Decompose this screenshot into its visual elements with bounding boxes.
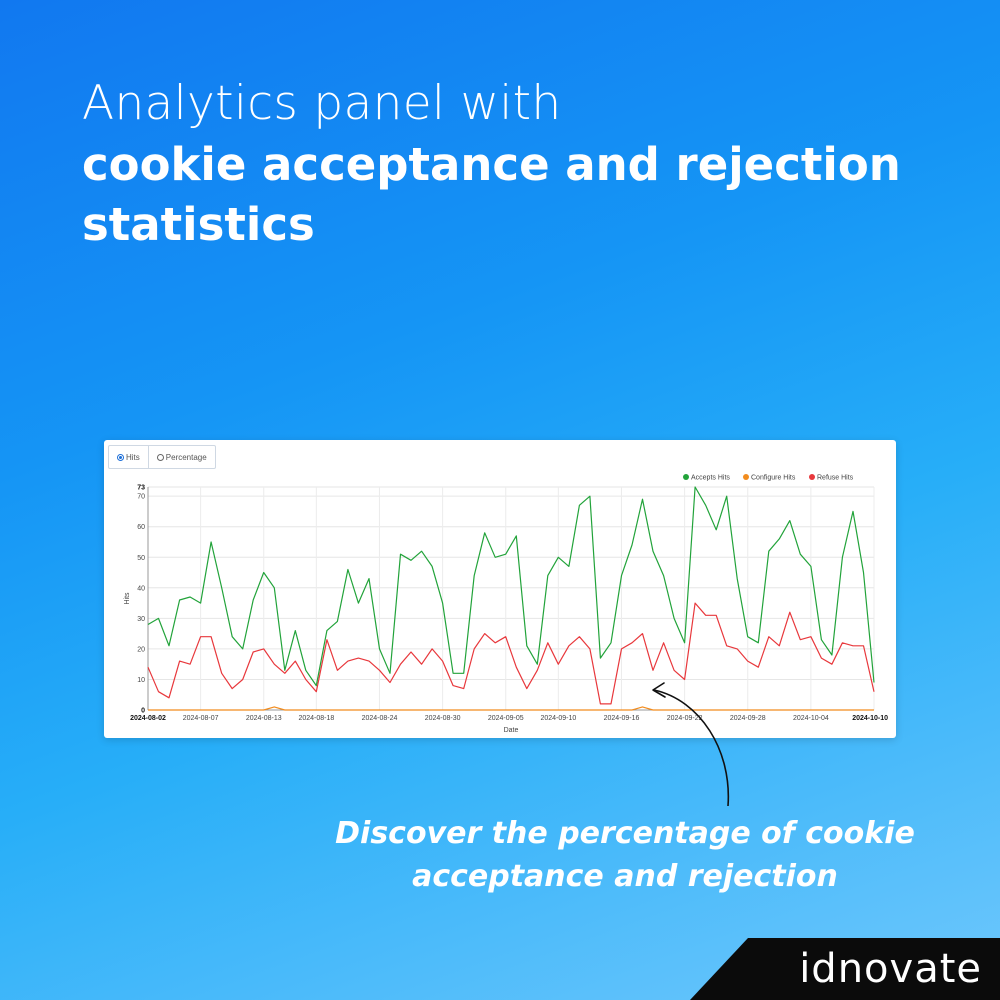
series-line-accepts-hits bbox=[147, 486, 875, 687]
y-tick-label: 0 bbox=[141, 708, 145, 715]
logo-background bbox=[690, 938, 1000, 1000]
legend-label: Configure Hits bbox=[751, 475, 796, 482]
chart-mode-toggle: Hits Percentage bbox=[108, 445, 216, 469]
legend-marker bbox=[743, 474, 749, 480]
logo-text: idnovate bbox=[799, 946, 982, 992]
x-tick-label: 2024-09-05 bbox=[488, 715, 524, 722]
radio-percentage[interactable] bbox=[156, 453, 164, 461]
mode-label-hits: Hits bbox=[126, 452, 140, 462]
series-line-configure-hits bbox=[148, 706, 874, 711]
x-tick-label: 2024-09-10 bbox=[540, 715, 576, 722]
x-tick-label: 2024-09-22 bbox=[667, 715, 703, 722]
x-axis-title: Date bbox=[504, 727, 519, 734]
series-line-refuse-hits bbox=[147, 602, 875, 705]
legend-label: Accepts Hits bbox=[691, 475, 730, 482]
arrow-icon bbox=[652, 682, 730, 807]
y-tick-label: 50 bbox=[137, 555, 145, 562]
x-tick-label: 2024-08-02 bbox=[130, 715, 166, 722]
headline: Analytics panel with cookie acceptance a… bbox=[82, 74, 962, 255]
x-tick-label: 2024-08-13 bbox=[246, 715, 282, 722]
y-tick-label: 73 bbox=[137, 485, 145, 492]
y-tick-label: 30 bbox=[137, 616, 145, 623]
x-tick-label: 2024-09-16 bbox=[604, 715, 640, 722]
headline-line-1: Analytics panel with bbox=[82, 76, 562, 131]
analytics-panel: Hits Percentage 0 10 20 30 40 50 60 70 73 2024-08… bbox=[104, 440, 896, 738]
y-tick-label: 70 bbox=[137, 494, 145, 501]
headline-line-2: cookie acceptance and rejection statisti… bbox=[82, 138, 901, 251]
x-tick-label: 2024-08-18 bbox=[298, 715, 334, 722]
y-axis-title: Hits bbox=[124, 592, 131, 605]
x-tick-label: 2024-10-10 bbox=[852, 715, 888, 722]
legend-marker bbox=[683, 474, 689, 480]
y-tick-label: 20 bbox=[137, 646, 145, 653]
mode-option-percentage[interactable]: Percentage bbox=[147, 446, 215, 468]
x-tick-label: 2024-08-24 bbox=[362, 715, 398, 722]
legend-label: Refuse Hits bbox=[817, 475, 854, 482]
x-tick-label: 2024-10-04 bbox=[793, 715, 829, 722]
caption: Discover the percentage of cookie accept… bbox=[335, 816, 915, 894]
y-tick-label: 60 bbox=[137, 524, 145, 531]
y-tick-label: 40 bbox=[137, 585, 145, 592]
x-tick-label: 2024-08-07 bbox=[183, 715, 219, 722]
hits-line-chart: 0 10 20 30 40 50 60 70 73 2024-08-02 2024-08-07 202… bbox=[124, 474, 888, 734]
x-tick-label: 2024-08-30 bbox=[425, 715, 461, 722]
y-tick-label: 10 bbox=[137, 677, 145, 684]
legend-marker bbox=[809, 474, 815, 480]
radio-hits[interactable] bbox=[117, 453, 124, 461]
x-tick-label: 2024-09-28 bbox=[730, 715, 766, 722]
mode-label-percentage: Percentage bbox=[165, 452, 207, 462]
logo: idnovate bbox=[690, 938, 1000, 1000]
mode-option-hits[interactable]: Hits bbox=[109, 446, 148, 468]
